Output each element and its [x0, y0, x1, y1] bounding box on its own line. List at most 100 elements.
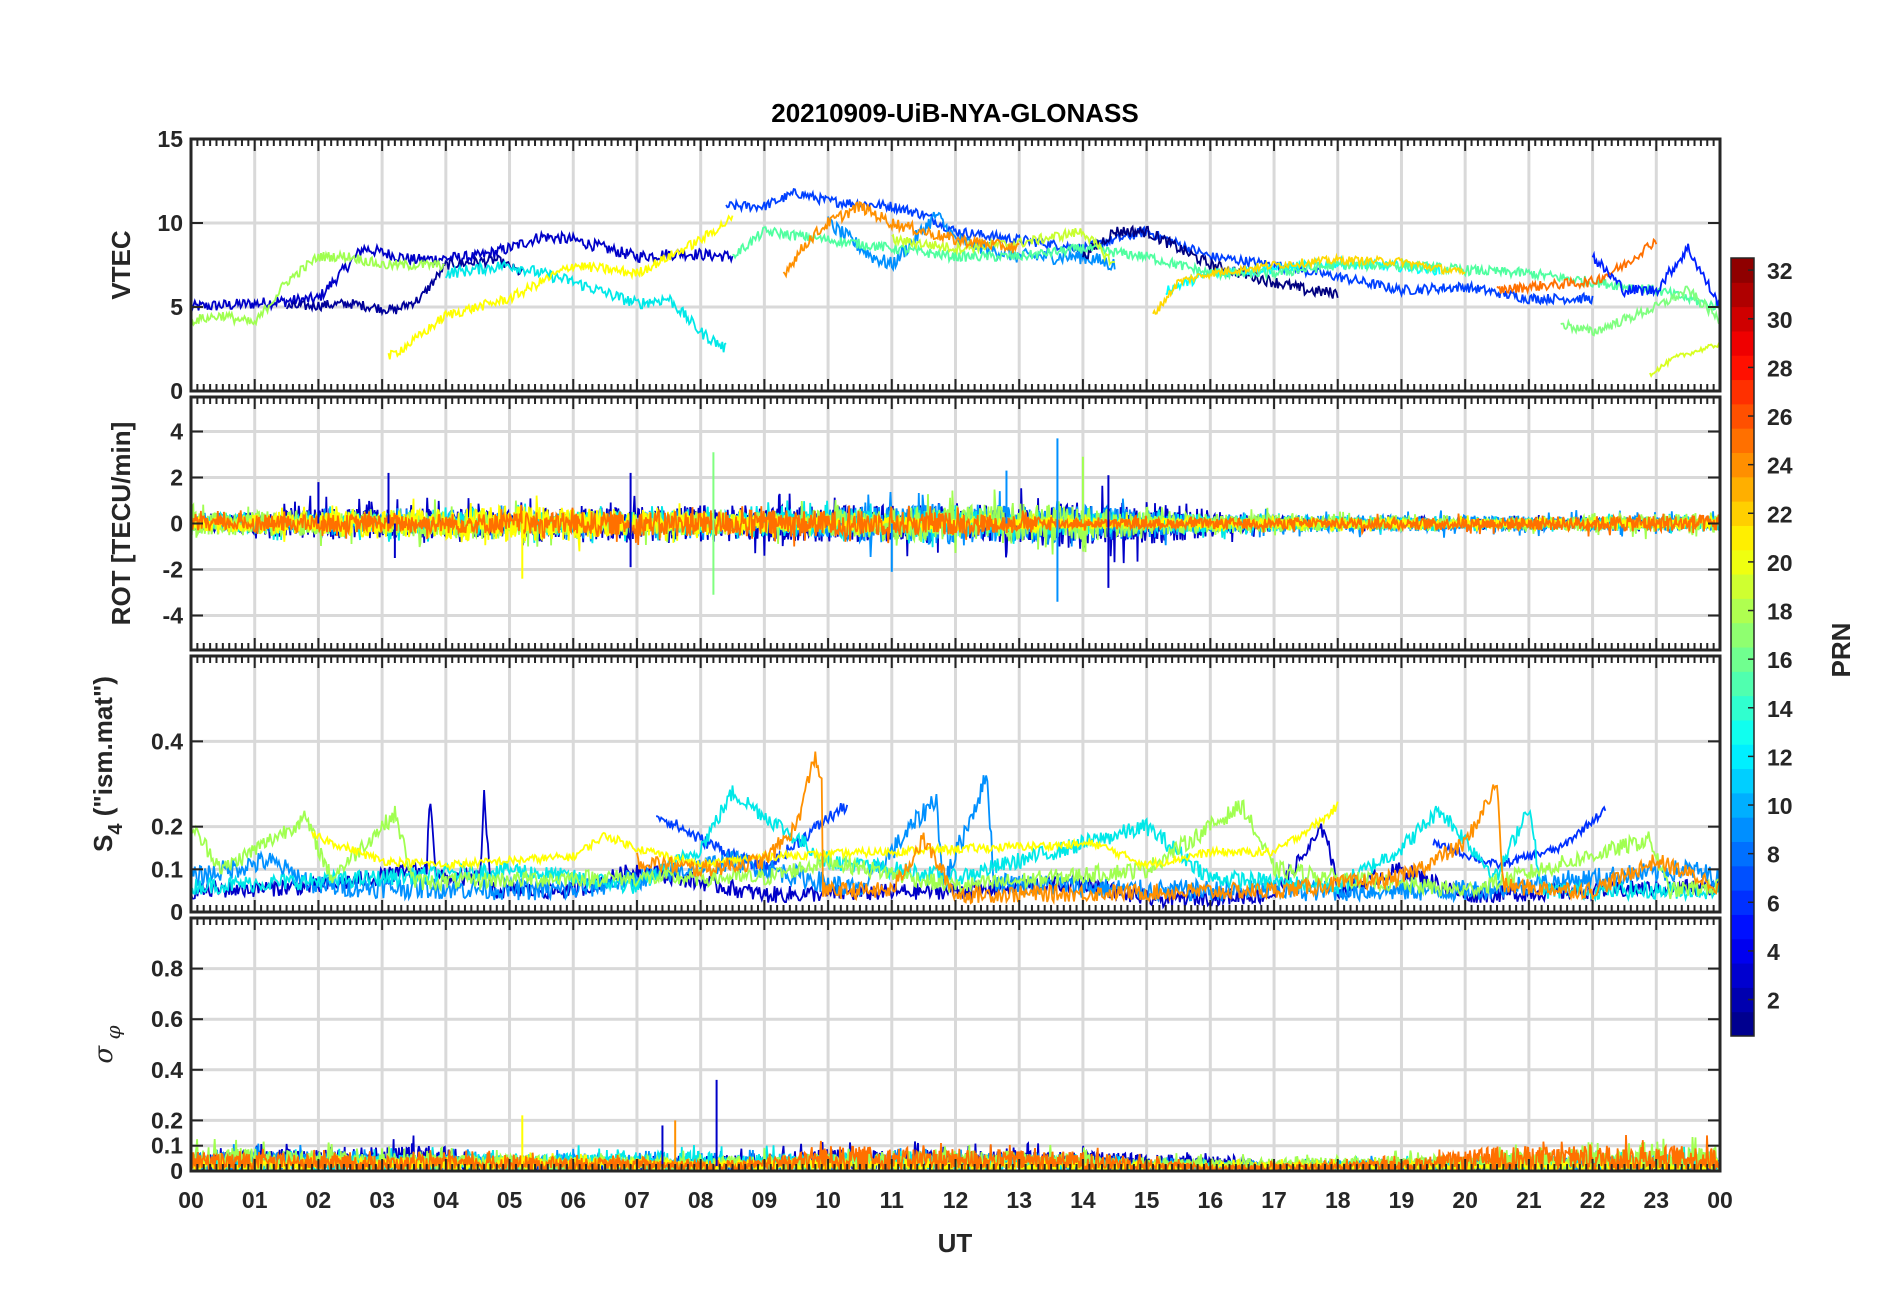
- x-tick-label: 05: [497, 1187, 523, 1213]
- x-tick-label: 08: [688, 1187, 714, 1213]
- x-tick-label: 14: [1070, 1187, 1096, 1213]
- y-tick-label: 15: [157, 126, 183, 152]
- colorbar-swatch: [1731, 330, 1754, 356]
- series-prn-9: [191, 775, 1720, 904]
- colorbar-swatch: [1731, 258, 1754, 283]
- y-tick-label: 0.6: [151, 1006, 183, 1032]
- y-tick-label: 0.8: [151, 956, 183, 982]
- y-axis-label-rot: ROT [TECU/min]: [106, 422, 136, 626]
- y-tick-label: 0: [170, 1158, 183, 1184]
- y-tick-label: -4: [163, 603, 184, 629]
- series-prn-23: [191, 504, 1720, 547]
- colorbar-swatch: [1731, 452, 1754, 478]
- colorbar-swatch: [1731, 695, 1754, 721]
- x-tick-label: 16: [1198, 1187, 1224, 1213]
- colorbar-swatch: [1731, 744, 1754, 770]
- colorbar-swatch: [1731, 282, 1754, 308]
- colorbar-tick-label: 28: [1767, 355, 1793, 381]
- colorbar-tick-label: 24: [1767, 453, 1793, 479]
- colorbar-swatch: [1731, 938, 1754, 964]
- colorbar-swatch: [1731, 890, 1754, 915]
- colorbar-tick-label: 10: [1767, 793, 1793, 819]
- colorbar-swatch: [1731, 914, 1754, 940]
- colorbar-swatch: [1731, 622, 1754, 648]
- colorbar-tick-label: 6: [1767, 890, 1780, 916]
- x-tick-label: 00: [1707, 1187, 1733, 1213]
- x-tick-label: 07: [624, 1187, 650, 1213]
- series-group: [191, 438, 1720, 602]
- colorbar-swatch: [1731, 768, 1754, 794]
- panel-s4: 0 0.1 0.2 0.4 S4 ("ism.mat"): [88, 654, 1722, 925]
- x-tick-label: 15: [1134, 1187, 1160, 1213]
- series-prn-17: [191, 249, 445, 327]
- x-tick-label: 21: [1516, 1187, 1542, 1213]
- x-tick-label: 04: [433, 1187, 459, 1213]
- colorbar-swatch: [1731, 549, 1754, 575]
- x-tick-label: 09: [752, 1187, 778, 1213]
- colorbar-swatch: [1731, 1011, 1754, 1037]
- colorbar-tick-label: 20: [1767, 550, 1793, 576]
- x-tick-labels: 00 01 02 03 04 05 06 07 08 09 10 11 12 13 14 15 16 17 18 19…: [178, 1187, 1733, 1213]
- y-tick-label: 0.1: [151, 1133, 183, 1159]
- colorbar-tick-label: 26: [1767, 404, 1793, 430]
- series-prn-23: [636, 751, 1720, 905]
- series-prn-3: [191, 229, 734, 313]
- y-tick-label: 0.4: [151, 1057, 183, 1083]
- x-axis-label: UT: [938, 1228, 973, 1258]
- colorbar-tick-label: 12: [1767, 744, 1793, 770]
- series-prn-23: [782, 200, 1020, 279]
- series-prn-20: [387, 214, 734, 360]
- series-prn-21: [1152, 252, 1466, 315]
- x-tick-label: 00: [178, 1187, 204, 1213]
- series-group: [191, 751, 1720, 910]
- series-prn-13: [445, 259, 727, 353]
- colorbar-swatch: [1731, 525, 1754, 551]
- colorbar-swatch: [1731, 865, 1754, 891]
- series-prn-6: [1432, 805, 1607, 870]
- x-tick-label: 02: [306, 1187, 332, 1213]
- y-axis-label-s4: S4 ("ism.mat"): [88, 676, 127, 852]
- series-prn-2: [285, 254, 524, 317]
- colorbar-swatch: [1731, 817, 1754, 842]
- panel-rot: -4 -2 0 2 4 ROT [TECU/min]: [106, 395, 1722, 652]
- y-tick-label: 0: [170, 378, 183, 404]
- series-prn-19: [1649, 342, 1720, 378]
- y-tick-label: 4: [170, 419, 183, 445]
- colorbar-swatch: [1731, 428, 1754, 453]
- y-tick-label: 5: [170, 294, 183, 320]
- x-tick-label: 22: [1580, 1187, 1606, 1213]
- x-tick-label: 20: [1452, 1187, 1478, 1213]
- colorbar-swatch: [1731, 476, 1754, 502]
- colorbar-swatch: [1731, 598, 1754, 624]
- series-prn-7: [656, 803, 849, 877]
- x-tick-label: 19: [1389, 1187, 1415, 1213]
- colorbar-swatch: [1731, 792, 1754, 818]
- y-axis-label-vtec: VTEC: [106, 230, 136, 300]
- series-prn-13: [191, 785, 1720, 903]
- colorbar-tick-label: 14: [1767, 696, 1793, 722]
- colorbar-tick-label: 2: [1767, 988, 1780, 1014]
- colorbar-tick-label: 4: [1767, 939, 1780, 965]
- series-group: [191, 188, 1720, 378]
- colorbar-swatch: [1731, 379, 1754, 405]
- colorbar-swatch: [1731, 647, 1754, 672]
- x-tick-label: 18: [1325, 1187, 1351, 1213]
- x-tick-label: 11: [880, 1187, 905, 1213]
- series-prn-15: [732, 226, 1720, 311]
- colorbar-swatch: [1731, 501, 1754, 526]
- colorbar-tick-label: 22: [1767, 501, 1793, 527]
- series-prn-17: [191, 799, 1720, 900]
- y-axis-label-sigma_phi: σ φ: [89, 1025, 125, 1063]
- colorbar-tick-label: 16: [1767, 647, 1793, 673]
- x-tick-label: 06: [560, 1187, 586, 1213]
- colorbar-swatch: [1731, 306, 1754, 332]
- series-prn-13: [191, 500, 1720, 548]
- y-tick-label: 0: [170, 899, 183, 925]
- colorbar-swatch: [1731, 403, 1754, 429]
- panel-vtec: 0 5 10 15 VTEC: [106, 126, 1722, 404]
- colorbar-frame: [1730, 257, 1755, 1037]
- colorbar-tick-label: 30: [1767, 307, 1793, 333]
- series-prn-20: [311, 801, 1339, 871]
